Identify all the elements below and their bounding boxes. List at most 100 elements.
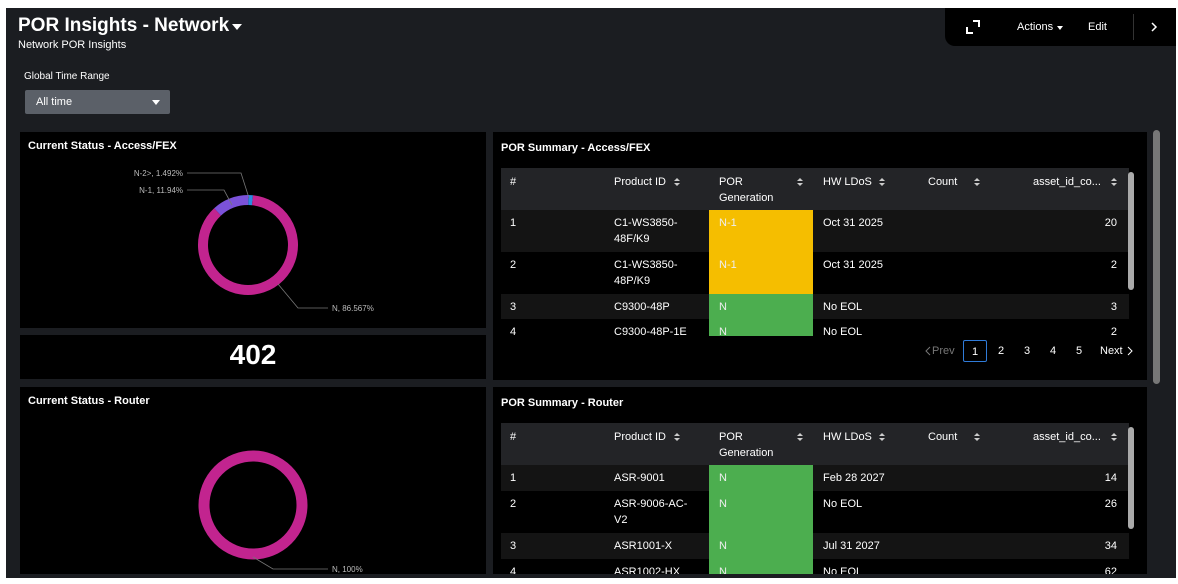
- panel-title: Current Status - Router: [28, 395, 150, 407]
- dropdown-caret: [152, 100, 160, 105]
- table-cell: 26: [1104, 498, 1117, 510]
- sort-icon[interactable]: [797, 183, 803, 186]
- column-header[interactable]: HW LDoS: [823, 176, 872, 188]
- donut-slice: [198, 195, 298, 295]
- leader-line: [252, 556, 328, 570]
- table-panel: POR Summary - Router # Product ID POR Gener…: [493, 387, 1147, 574]
- page-button[interactable]: 3: [1023, 345, 1031, 357]
- table-body: 1 ASR-9001 N Feb 28 2027 14 2 ASR-9006-AC-V2 N N…: [501, 465, 1129, 574]
- sort-icon[interactable]: [674, 433, 680, 436]
- page-button[interactable]: 2: [997, 345, 1005, 357]
- column-header[interactable]: #: [510, 176, 517, 188]
- column-header[interactable]: asset_id_co...: [1033, 176, 1101, 188]
- column-header[interactable]: POR Generation: [719, 431, 774, 459]
- table-cell: 2: [1110, 326, 1117, 336]
- sort-icon[interactable]: [1111, 433, 1117, 436]
- expand-icon[interactable]: [965, 19, 981, 35]
- table-cell: No EOL: [823, 326, 863, 336]
- generation-cell-bg: [709, 559, 813, 574]
- sort-icon[interactable]: [879, 433, 885, 436]
- table-cell: C9300-48P: [614, 301, 670, 313]
- generation-cell: N: [719, 566, 727, 574]
- sort-icon[interactable]: [879, 438, 885, 441]
- sort-icon[interactable]: [879, 183, 885, 186]
- table-header: # Product ID POR Generation HW LDoS Count ass…: [501, 423, 1129, 465]
- single-value: 402: [229, 339, 277, 370]
- chart-panel: Current Status - Access/FEX N-2>, 1.492% N…: [20, 132, 486, 328]
- page-scrollbar[interactable]: [1153, 130, 1160, 384]
- donut-slice: [198, 450, 308, 560]
- table-scrollbar[interactable]: [1128, 172, 1134, 290]
- table-cell: 4: [510, 326, 517, 336]
- toolbar: Actions Edit: [945, 8, 1176, 46]
- sort-icon[interactable]: [674, 183, 680, 186]
- sort-icon[interactable]: [879, 178, 885, 181]
- slice-label: N, 86.567%: [332, 304, 374, 313]
- table-row: 1 ASR-9001 N Feb 28 2027 14: [501, 465, 1129, 491]
- sort-icon[interactable]: [1111, 438, 1117, 441]
- dashboard-title[interactable]: POR Insights - Network: [18, 15, 230, 36]
- page-button[interactable]: 5: [1075, 345, 1083, 357]
- table-row: 2 C1-WS3850-48P/K9 N-1 Oct 31 2025 2: [501, 252, 1129, 294]
- sort-icon[interactable]: [1111, 178, 1117, 181]
- actions-caret[interactable]: [1057, 26, 1063, 30]
- table-cell: C1-WS3850-48F/K9: [614, 217, 678, 245]
- column-header[interactable]: Count: [928, 176, 958, 188]
- column-header[interactable]: asset_id_co...: [1033, 431, 1101, 443]
- time-range-dropdown[interactable]: All time: [25, 90, 170, 114]
- table-body: 1 C1-WS3850-48F/K9 N-1 Oct 31 2025 20 2 C1-WS3…: [501, 210, 1129, 336]
- table-cell: 1: [510, 472, 517, 484]
- table-cell: 34: [1104, 540, 1117, 552]
- title-caret[interactable]: [232, 24, 242, 30]
- generation-cell: N-1: [719, 217, 737, 229]
- table-cell: Jul 31 2027: [823, 540, 880, 552]
- table-cell: Feb 28 2027: [823, 472, 885, 484]
- next-chevron: [1127, 346, 1133, 356]
- table-cell: 2: [1110, 259, 1117, 271]
- sort-icon[interactable]: [1111, 183, 1117, 186]
- slice-label: N-1, 11.94%: [139, 186, 183, 195]
- table-row: 4 ASR1002-HX N No EOL 62: [501, 559, 1129, 574]
- sort-icon[interactable]: [797, 433, 803, 436]
- table-cell: 2: [510, 498, 517, 510]
- next-button[interactable]: Next: [1100, 345, 1123, 357]
- sort-icon[interactable]: [974, 183, 980, 186]
- table-cell: No EOL: [823, 498, 863, 510]
- column-header[interactable]: POR Generation: [719, 176, 774, 204]
- table-cell: 3: [1110, 301, 1117, 313]
- leader-line: [187, 172, 250, 199]
- column-header[interactable]: Product ID: [614, 176, 666, 188]
- prev-button[interactable]: Prev: [932, 345, 955, 357]
- leader-line: [187, 189, 233, 206]
- panel-title: POR Summary - Router: [501, 397, 624, 409]
- table-row: 4 C9300-48P-1E N No EOL 2: [501, 319, 1129, 336]
- collapse-chevron[interactable]: [1149, 21, 1159, 33]
- column-header[interactable]: Product ID: [614, 431, 666, 443]
- sort-icon[interactable]: [674, 178, 680, 181]
- page-button[interactable]: 1: [963, 340, 987, 362]
- filter-label: Global Time Range: [24, 71, 110, 82]
- page-button[interactable]: 4: [1049, 345, 1057, 357]
- column-header[interactable]: Count: [928, 431, 958, 443]
- generation-cell-bg: [709, 465, 813, 491]
- table-cell: 3: [510, 540, 517, 552]
- table-scrollbar[interactable]: [1128, 427, 1134, 529]
- sort-icon[interactable]: [797, 178, 803, 181]
- sort-icon[interactable]: [674, 438, 680, 441]
- sort-icon[interactable]: [974, 438, 980, 441]
- table-cell: ASR1001-X: [614, 540, 673, 552]
- actions-button[interactable]: Actions: [1017, 21, 1054, 33]
- table-cell: No EOL: [823, 566, 863, 574]
- table-cell: 1: [510, 217, 517, 229]
- generation-cell: N: [719, 326, 727, 336]
- sort-icon[interactable]: [797, 438, 803, 441]
- sort-icon[interactable]: [974, 178, 980, 181]
- edit-button[interactable]: Edit: [1088, 21, 1107, 33]
- column-header[interactable]: #: [510, 431, 517, 443]
- table-row: 2 ASR-9006-AC-V2 N No EOL 26: [501, 491, 1129, 533]
- generation-cell: N: [719, 472, 727, 484]
- donut-chart: N, 100%: [198, 450, 363, 574]
- sort-icon[interactable]: [974, 433, 980, 436]
- column-header[interactable]: HW LDoS: [823, 431, 872, 443]
- generation-cell-bg: [709, 319, 813, 336]
